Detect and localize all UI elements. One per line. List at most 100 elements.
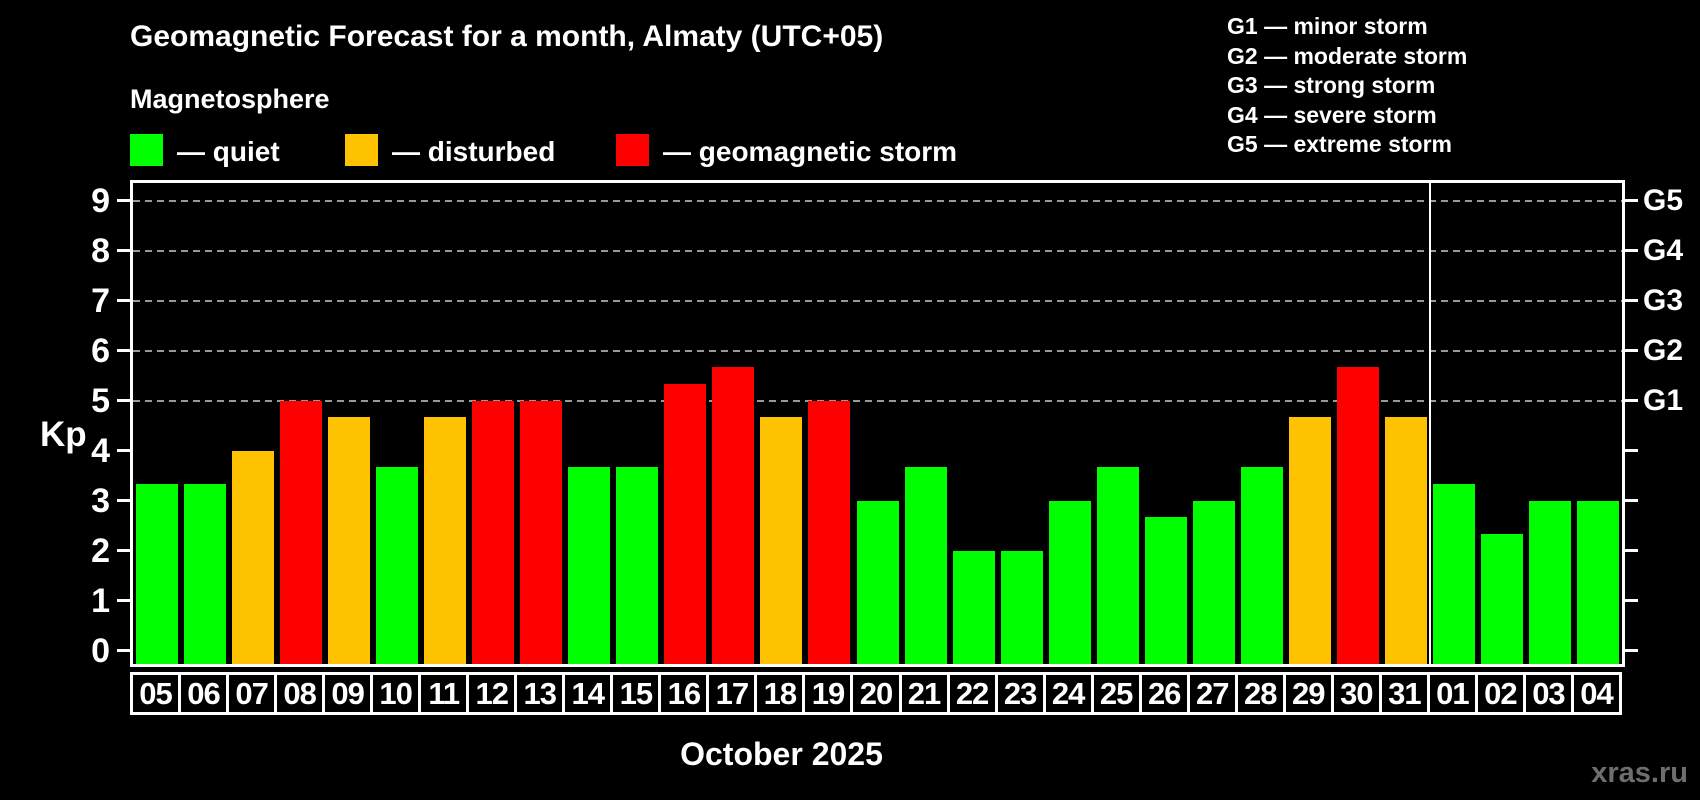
day-label-october-06: 06 [178,672,230,715]
y-tick-label-7: 7 [91,281,110,320]
kp-bar-october-07 [232,450,275,664]
right-tick-5 [1625,399,1638,403]
day-label-november-02: 02 [1474,672,1526,715]
y-axis-label: Kp [40,415,87,454]
kp-bar-october-18 [760,417,803,664]
day-label-october-21: 21 [898,672,950,715]
kp-bar-october-06 [184,484,227,664]
gridline-kp5 [133,399,1622,402]
day-label-october-31: 31 [1378,672,1430,715]
right-tick-6 [1625,349,1638,353]
left-tick-3 [117,499,130,503]
y-tick-label-1: 1 [91,581,110,620]
left-tick-8 [117,249,130,253]
right-axis-label-g2: G2 [1643,333,1684,367]
y-tick-label-6: 6 [91,331,110,370]
y-tick-label-8: 8 [91,231,110,270]
kp-bar-october-15 [616,467,659,664]
right-tick-0 [1625,649,1638,653]
plot-area [130,180,1625,667]
day-label-october-18: 18 [754,672,806,715]
day-label-october-05: 05 [130,672,182,715]
kp-bar-october-23 [1000,550,1043,664]
kp-bar-october-29 [1288,417,1331,664]
kp-bar-october-28 [1240,467,1283,664]
kp-bar-october-20 [856,500,899,664]
kp-bar-october-13 [520,400,563,664]
day-label-october-29: 29 [1282,672,1334,715]
month-separator-line [1428,183,1431,664]
day-label-november-03: 03 [1522,672,1574,715]
gridline-kp8 [133,249,1622,252]
storm-color-swatch [616,134,649,166]
day-label-october-27: 27 [1186,672,1238,715]
kp-bar-october-25 [1096,467,1139,664]
x-axis-title: October 2025 [680,736,883,772]
kp-bar-november-02 [1480,534,1523,664]
day-label-october-26: 26 [1138,672,1190,715]
g5-legend-line: G5 — extreme storm [1227,131,1452,157]
kp-bar-october-08 [280,400,323,664]
day-label-october-17: 17 [706,672,758,715]
day-label-october-15: 15 [610,672,662,715]
left-tick-4 [117,449,130,453]
kp-bar-october-30 [1336,367,1379,664]
day-label-october-12: 12 [466,672,518,715]
gridline-kp7 [133,299,1622,302]
left-tick-6 [117,349,130,353]
right-axis-label-g5: G5 [1643,183,1684,217]
day-label-october-24: 24 [1042,672,1094,715]
y-tick-label-4: 4 [91,431,110,470]
right-tick-8 [1625,249,1638,253]
day-label-november-04: 04 [1570,672,1622,715]
day-label-october-30: 30 [1330,672,1382,715]
kp-bar-october-14 [568,467,611,664]
y-tick-label-5: 5 [91,381,110,420]
right-tick-7 [1625,299,1638,303]
left-tick-7 [117,299,130,303]
left-tick-1 [117,599,130,603]
day-label-october-13: 13 [514,672,566,715]
quiet-color-swatch [130,134,163,166]
gridline-kp6 [133,349,1622,352]
right-tick-2 [1625,549,1638,553]
y-tick-label-2: 2 [91,531,110,570]
y-tick-label-0: 0 [91,631,110,670]
right-axis-label-g3: G3 [1643,283,1684,317]
day-label-october-08: 08 [274,672,326,715]
day-label-october-10: 10 [370,672,422,715]
right-axis-label-g1: G1 [1643,383,1684,417]
day-label-october-28: 28 [1234,672,1286,715]
g1-legend-line: G1 — minor storm [1227,13,1428,39]
kp-bar-october-22 [952,550,995,664]
day-label-october-20: 20 [850,672,902,715]
magnetosphere-label: Magnetosphere [130,84,330,114]
kp-bar-october-19 [808,400,851,664]
kp-bar-october-31 [1384,417,1427,664]
right-axis-label-g4: G4 [1643,233,1684,267]
kp-bar-october-17 [712,367,755,664]
day-label-october-23: 23 [994,672,1046,715]
right-tick-1 [1625,599,1638,603]
kp-bar-october-27 [1192,500,1235,664]
day-label-october-09: 09 [322,672,374,715]
day-label-november-01: 01 [1426,672,1478,715]
disturbed-color-swatch [345,134,378,166]
kp-bar-october-11 [424,417,467,664]
legend-label-storm: — geomagnetic storm [663,136,958,167]
day-label-october-25: 25 [1090,672,1142,715]
right-tick-9 [1625,199,1638,203]
kp-bar-november-04 [1576,500,1619,664]
kp-bar-october-16 [664,384,707,664]
left-tick-2 [117,549,130,553]
kp-bar-october-24 [1048,500,1091,664]
g-scale-legend: G1 — minor storm G2 — moderate storm G3 … [1227,12,1467,160]
kp-bar-october-09 [328,417,371,664]
legend-label-disturbed: — disturbed [392,136,556,167]
day-label-october-19: 19 [802,672,854,715]
right-tick-4 [1625,449,1638,453]
kp-bar-october-05 [136,484,179,664]
day-label-october-22: 22 [946,672,998,715]
left-tick-9 [117,199,130,203]
